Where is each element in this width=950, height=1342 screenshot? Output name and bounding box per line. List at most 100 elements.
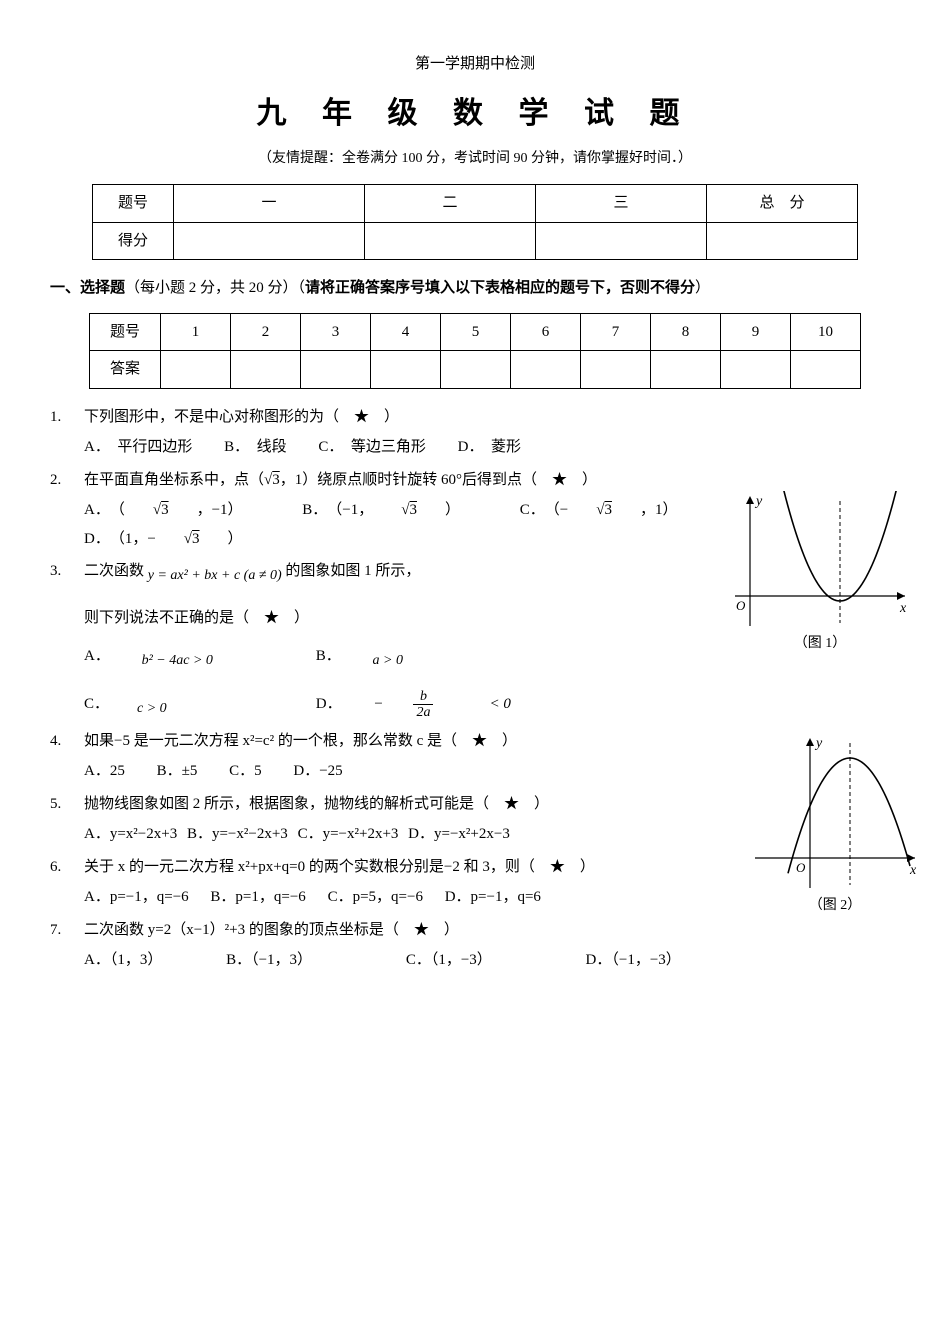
option-c: C． （−√3，1） — [520, 496, 706, 525]
text: ，1）绕原点顺时针旋转 60°后得到点（ ★ ） — [280, 472, 597, 488]
cell — [161, 351, 231, 389]
option-c: C．c > 0 — [84, 690, 284, 723]
question-number: 6. — [50, 853, 84, 912]
option-a: A．p=−1，q=−6 — [84, 883, 189, 912]
cell — [174, 222, 365, 260]
chart-parabola-up: yxO — [730, 491, 910, 631]
section-label: 一、选择题 — [50, 280, 125, 296]
section-heading: 一、选择题（每小题 2 分，共 20 分）（请将正确答案序号填入以下表格相应的题… — [50, 274, 900, 303]
cell: 2 — [231, 313, 301, 351]
svg-text:y: y — [754, 494, 763, 509]
question-number: 4. — [50, 727, 84, 786]
option-d: D． 菱形 — [458, 433, 521, 462]
table-row: 题号 1 2 3 4 5 6 7 8 9 10 — [90, 313, 861, 351]
question-number: 7. — [50, 916, 84, 975]
cell: 10 — [791, 313, 861, 351]
option-d: D．−25 — [293, 757, 342, 786]
option-a: A．（1，3） — [84, 946, 162, 975]
cell: 7 — [581, 313, 651, 351]
cell: 4 — [371, 313, 441, 351]
section-note-end: ） — [695, 280, 710, 296]
cell: 题号 — [90, 313, 161, 351]
score-table: 题号 一 二 三 总 分 得分 — [92, 184, 858, 260]
option-b: B．p=1，q=−6 — [210, 883, 305, 912]
question-number: 2. — [50, 466, 84, 554]
figure-2: yxO （图 2） — [750, 733, 920, 920]
option-a: A．25 — [84, 757, 125, 786]
option-c: C．y=−x²+2x+3 — [298, 820, 399, 849]
cell — [721, 351, 791, 389]
sqrt-3: √3 — [264, 472, 280, 488]
option-c: C．5 — [229, 757, 262, 786]
option-a: A．y=x²−2x+3 — [84, 820, 177, 849]
cell: 一 — [174, 185, 365, 223]
cell: 二 — [365, 185, 536, 223]
cell: 5 — [441, 313, 511, 351]
option-d: D．p=−1，q=6 — [445, 883, 541, 912]
cell — [231, 351, 301, 389]
table-row: 答案 — [90, 351, 861, 389]
cell — [536, 222, 707, 260]
figure-1: yxO （图 1） — [730, 491, 910, 658]
option-b: B．y=−x²−2x+3 — [187, 820, 288, 849]
cell: 9 — [721, 313, 791, 351]
text: 在平面直角坐标系中，点（ — [84, 472, 264, 488]
question-text: 二次函数 y=2（x−1）²+3 的图象的顶点坐标是（ ★ ） — [84, 916, 900, 945]
cell — [791, 351, 861, 389]
figure-label: （图 2） — [750, 893, 920, 920]
option-b: B．±5 — [157, 757, 198, 786]
question-text: 下列图形中，不是中心对称图形的为（ ★ ） — [84, 403, 900, 432]
option-c: C．（1，−3） — [406, 946, 492, 975]
option-b: B． 线段 — [224, 433, 287, 462]
section-note: （每小题 2 分，共 20 分）（ — [125, 280, 305, 296]
table-row: 得分 — [93, 222, 858, 260]
option-d: D． −b2a < 0 — [316, 689, 539, 721]
question-7: 7. 二次函数 y=2（x−1）²+3 的图象的顶点坐标是（ ★ ） A．（1，… — [50, 916, 900, 975]
option-b: B． a > 0 — [316, 642, 431, 675]
cell: 6 — [511, 313, 581, 351]
cell — [707, 222, 858, 260]
cell: 1 — [161, 313, 231, 351]
svg-text:O: O — [736, 598, 746, 613]
cell — [301, 351, 371, 389]
chart-parabola-down: yxO — [750, 733, 920, 893]
question-1: 1. 下列图形中，不是中心对称图形的为（ ★ ） A． 平行四边形 B． 线段 … — [50, 403, 900, 462]
question-text: 抛物线图象如图 2 所示，根据图象，抛物线的解析式可能是（ ★ ） — [84, 790, 720, 819]
option-d: D． （1，−√3） — [84, 525, 271, 554]
cell — [581, 351, 651, 389]
cell — [651, 351, 721, 389]
option-a: A． （√3，−1） — [84, 496, 271, 525]
cell: 答案 — [90, 351, 161, 389]
question-number: 1. — [50, 403, 84, 462]
option-b: B．（−1，3） — [226, 946, 312, 975]
option-d: D．y=−x²+2x−3 — [408, 820, 510, 849]
subtitle: 第一学期期中检测 — [50, 50, 900, 79]
cell: 得分 — [93, 222, 174, 260]
question-text: 如果−5 是一元二次方程 x²=c² 的一个根，那么常数 c 是（ ★ ） — [84, 727, 720, 756]
svg-text:O: O — [796, 860, 806, 875]
cell: 8 — [651, 313, 721, 351]
option-a: A． b² − 4ac > 0 — [84, 642, 284, 675]
cell — [441, 351, 511, 389]
question-text: 二次函数 y = ax² + bx + c (a ≠ 0) 的图象如图 1 所示… — [84, 557, 710, 590]
option-c: C． 等边三角形 — [318, 433, 426, 462]
section-bold: 请将正确答案序号填入以下表格相应的题号下，否则不得分 — [305, 280, 695, 296]
option-d: D．（−1，−3） — [586, 946, 681, 975]
page-title: 九 年 级 数 学 试 题 — [50, 85, 900, 142]
cell — [511, 351, 581, 389]
answer-table: 题号 1 2 3 4 5 6 7 8 9 10 答案 — [89, 313, 861, 389]
cell — [371, 351, 441, 389]
table-row: 题号 一 二 三 总 分 — [93, 185, 858, 223]
cell: 题号 — [93, 185, 174, 223]
cell: 总 分 — [707, 185, 858, 223]
figure-label: （图 1） — [730, 631, 910, 658]
cell: 三 — [536, 185, 707, 223]
option-a: A． 平行四边形 — [84, 433, 192, 462]
question-number: 5. — [50, 790, 84, 849]
option-b: B． （−1，√3） — [302, 496, 488, 525]
cell: 3 — [301, 313, 371, 351]
question-number: 3. — [50, 557, 84, 723]
option-c: C．p=5，q=−6 — [328, 883, 423, 912]
svg-text:y: y — [814, 736, 823, 751]
cell — [365, 222, 536, 260]
